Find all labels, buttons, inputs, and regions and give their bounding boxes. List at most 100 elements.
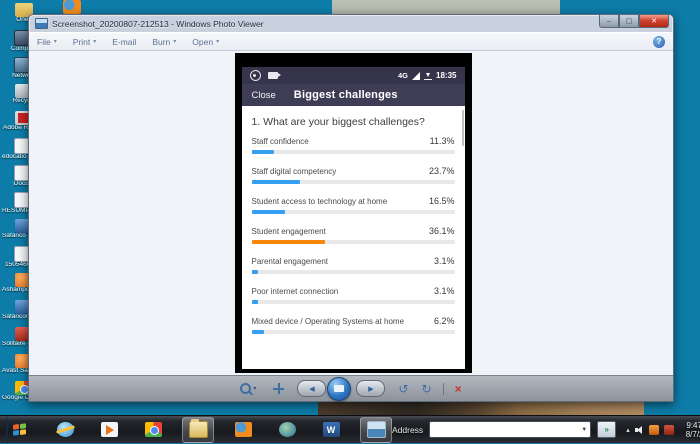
menu-print[interactable]: Print ▾ [73,37,97,47]
poll-option-percentage: 11.3% [429,136,455,146]
slideshow-icon [334,385,345,392]
address-dropdown-icon[interactable]: ▼ [581,426,588,433]
poll-bar-track [251,270,455,274]
next-button[interactable]: ▶ [356,380,386,397]
poll-close-button[interactable]: Close [251,89,276,101]
taskbar-item-file-explorer[interactable] [182,416,214,443]
slideshow-button[interactable] [327,376,352,401]
poll-option-percentage: 36.1% [428,226,455,236]
actual-size-icon[interactable] [273,383,285,394]
chevron-down-icon: ▾ [173,39,177,45]
poll-header: Close Biggest challenges [241,84,465,106]
taskbar-item-photo-viewer[interactable] [360,416,392,443]
tray-app-icon-1[interactable] [648,424,659,435]
file-explorer-icon [188,419,208,438]
menu-open[interactable]: Open ▾ [192,37,219,47]
poll-option-row: Staff confidence 11.3% [251,136,455,154]
rotate-clockwise-button[interactable]: ↻ [421,381,432,396]
chevron-down-icon: ▾ [253,386,257,392]
address-input[interactable]: ▼ [429,421,592,438]
taskbar-clock[interactable]: 9:47 PM 8/7/2020 [680,421,700,439]
taskbar-item-windows-media-player[interactable] [94,418,124,442]
viewer-toolbar: ▾ ◀ ▶ ↺ ↻ × [29,375,673,401]
taskbar-item-firefox[interactable] [228,418,258,442]
windows-logo-icon [13,422,26,436]
poll-option-label: Staff confidence [251,137,309,146]
poll-bar-track [251,210,455,214]
magnifier-icon [240,383,252,394]
poll-option-label: Student access to technology at home [251,197,388,206]
phone-status-bar: 4G 18:35 [241,67,465,84]
viewer-canvas: 4G 18:35 Close Biggest challenges 1. Wha… [29,51,673,375]
taskbar-item-chrome[interactable] [138,418,168,442]
photo-viewer-icon [366,421,386,438]
menu-file[interactable]: File ▾ [37,37,57,47]
poll-option-percentage: 6.2% [433,316,455,326]
poll-option-label: Poor internet connection [251,287,339,296]
poll-bar-fill [251,240,325,244]
clock-time: 9:47 PM [686,420,700,430]
menu-item-label: E-mail [112,36,137,47]
firefox-icon [63,0,81,14]
phone-scrollbar-thumb[interactable] [461,110,464,146]
clock-date: 8/7/2020 [685,429,700,439]
poll-option-percentage: 16.5% [428,196,455,206]
desktop-icon-label: Google Chrome [2,395,46,401]
poll-option-percentage: 3.1% [433,256,455,266]
network-type-label: 4G [398,71,409,80]
minimize-button[interactable]: – [599,15,619,28]
delete-button[interactable]: × [454,381,462,396]
menu-item-label: Open [192,36,214,47]
taskbar-item-internet-explorer[interactable] [50,418,80,442]
desktop-icon[interactable]: Ones [2,3,46,30]
desktop-icon-label: Avast SafeZo... [2,368,46,374]
speaker-icon[interactable] [634,425,644,434]
zoom-button[interactable]: ▾ [240,383,256,394]
taskbar: W Address ▼ » ▴ 9:47 PM 8/7/2020 [0,415,700,444]
poll-bar-track [251,330,455,334]
firefox-icon [234,422,252,437]
address-go-button[interactable]: » [597,421,617,438]
desktop-icon-label: 150546663... [5,262,43,268]
poll-bar-track [251,300,455,304]
download-icon [424,71,433,80]
menu-email[interactable]: E-mail [112,37,136,47]
help-button[interactable]: ? [653,35,665,48]
desktop-icon-label: educatio cove... [2,154,46,160]
desktop-icon-label: Netwo... [12,73,36,79]
chrome-icon [144,422,162,437]
tray-app-icon-2[interactable] [663,424,674,435]
menu-burn[interactable]: Burn ▾ [152,37,176,47]
poll-option-row: Poor internet connection 3.1% [251,286,455,304]
title-bar[interactable]: Screenshot_20200807-212513 - Windows Pho… [29,15,673,32]
word-icon: W [322,422,340,437]
menu-bar: File ▾ Print ▾ E-mail Burn ▾ Open ▾? [29,32,673,51]
maximize-button[interactable]: ▢ [619,15,639,28]
chevron-down-icon: ▾ [53,39,57,45]
menu-item-label: Print [72,36,91,47]
taskbar-items: W [50,416,392,443]
taskbar-item-internet-globe[interactable] [272,418,302,442]
poll-option-row: Student engagement 36.1% [251,226,455,244]
poll-option-row: Student access to technology at home 16.5… [251,196,455,214]
rotate-counterclockwise-button[interactable]: ↺ [398,381,409,396]
toolbar-divider [442,382,444,395]
start-button[interactable] [6,415,26,444]
desktop-icon-label: Recycle [12,98,36,104]
folder-icon [15,3,33,17]
chevron-down-icon: ▾ [93,39,97,45]
poll-bar-fill [251,210,285,214]
poll-bar-track [251,240,455,244]
desktop-icon-label: Safaricom Broadband [2,314,46,320]
poll-option-label: Student engagement [251,227,326,236]
close-button[interactable]: ✕ [639,15,669,28]
menu-item-label: File [37,36,51,47]
previous-icon: ◀ [309,385,315,393]
desktop-icon-label: Solitaire - Shortcut [2,341,46,347]
poll-option-row: Mixed device / Operating Systems at home… [251,316,455,334]
hidden-icons-chevron[interactable]: ▴ [626,426,630,434]
taskbar-item-word[interactable]: W [316,418,346,442]
poll-results: 1. What are your biggest challenges? Sta… [241,106,465,369]
previous-button[interactable]: ◀ [297,380,327,397]
photo-viewer-app-icon [35,18,48,29]
